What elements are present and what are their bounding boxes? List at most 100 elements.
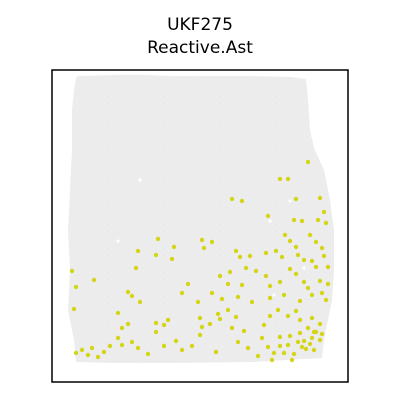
positive-spot xyxy=(79,347,85,353)
positive-spot xyxy=(307,341,313,347)
positive-spot xyxy=(295,252,301,258)
positive-spot xyxy=(303,346,309,352)
positive-spot xyxy=(201,245,207,251)
positive-spot xyxy=(213,349,219,355)
white-speck xyxy=(288,199,292,203)
positive-spot xyxy=(293,271,299,277)
white-speck xyxy=(268,219,272,223)
positive-spot xyxy=(261,322,267,328)
positive-spot xyxy=(217,273,223,279)
positive-spot xyxy=(189,343,195,349)
positive-spot xyxy=(107,343,113,349)
positive-spot xyxy=(225,307,231,313)
positive-spot xyxy=(95,354,101,360)
positive-spot xyxy=(301,257,307,263)
positive-spot xyxy=(319,290,325,296)
positive-spot xyxy=(253,268,259,274)
positive-spot xyxy=(209,239,215,245)
positive-spot xyxy=(313,264,319,270)
positive-spot xyxy=(279,254,285,260)
positive-spot xyxy=(73,284,79,290)
positive-spot xyxy=(245,345,251,351)
positive-spot xyxy=(267,313,273,319)
positive-spot xyxy=(199,324,205,330)
positive-spot xyxy=(305,285,311,291)
positive-spot xyxy=(133,265,139,271)
positive-spot xyxy=(153,320,159,326)
positive-spot xyxy=(305,325,311,331)
positive-spot xyxy=(239,198,245,204)
positive-spot xyxy=(321,209,327,215)
positive-spot xyxy=(227,269,233,275)
tissue-region xyxy=(68,75,334,363)
positive-spot xyxy=(235,294,241,300)
white-speck xyxy=(302,266,306,270)
positive-spot xyxy=(225,281,231,287)
positive-spot xyxy=(101,349,107,355)
white-speck-layer xyxy=(116,178,306,297)
positive-spot xyxy=(115,310,121,316)
positive-spot xyxy=(237,254,243,260)
positive-spot xyxy=(199,237,205,243)
positive-spot xyxy=(91,277,97,283)
positive-spot xyxy=(267,283,273,289)
positive-spot xyxy=(145,351,151,357)
chart-title: UKF275 xyxy=(167,15,233,35)
positive-spot xyxy=(129,293,135,299)
positive-spot xyxy=(255,353,261,359)
chart-subtitle: Reactive.Ast xyxy=(147,38,253,58)
positive-spot xyxy=(247,253,253,259)
positive-spot xyxy=(287,333,293,339)
positive-spot xyxy=(197,315,203,321)
positive-spot xyxy=(115,335,121,341)
positive-spot xyxy=(313,329,319,335)
positive-spot xyxy=(287,266,293,272)
positive-spot xyxy=(217,316,223,322)
positive-spot xyxy=(229,196,235,202)
positive-spot xyxy=(323,297,329,303)
positive-spot xyxy=(267,295,273,301)
positive-spot xyxy=(315,217,321,223)
positive-spot xyxy=(249,299,255,305)
positive-spot xyxy=(265,213,271,219)
positive-spot xyxy=(323,220,329,226)
positive-spot xyxy=(295,339,301,345)
positive-spot xyxy=(325,264,331,270)
positive-spot xyxy=(297,317,303,323)
positive-spot xyxy=(179,290,185,296)
positive-spot xyxy=(309,315,315,321)
positive-spot xyxy=(309,335,315,341)
positive-spot xyxy=(319,245,325,251)
positive-spot xyxy=(233,248,239,254)
positive-spot xyxy=(161,343,167,349)
positive-spot xyxy=(229,325,235,331)
positive-spot xyxy=(291,351,297,357)
positive-spot xyxy=(153,329,159,335)
positive-spot xyxy=(209,290,215,296)
positive-spot xyxy=(273,248,279,254)
positive-spot xyxy=(277,176,283,182)
positive-spot xyxy=(269,357,275,363)
positive-spot xyxy=(299,218,305,224)
plot-frame xyxy=(51,69,349,383)
positive-spot xyxy=(325,281,331,287)
positive-spot xyxy=(179,347,185,353)
positive-spot xyxy=(309,258,315,264)
positive-spot xyxy=(317,321,323,327)
positive-spot xyxy=(85,352,91,358)
positive-spot xyxy=(297,330,303,336)
positive-spot xyxy=(155,236,161,242)
positive-spot xyxy=(89,345,95,351)
positive-spot xyxy=(289,357,295,363)
positive-spot xyxy=(161,322,167,328)
positive-spot xyxy=(239,282,245,288)
positive-spot xyxy=(185,281,191,287)
positive-spot xyxy=(305,159,311,165)
positive-spot xyxy=(207,321,213,327)
positive-spot xyxy=(135,345,141,351)
positive-spot xyxy=(137,299,143,305)
positive-spot xyxy=(285,176,291,182)
positive-spot xyxy=(275,307,281,313)
positive-spot xyxy=(309,292,315,298)
